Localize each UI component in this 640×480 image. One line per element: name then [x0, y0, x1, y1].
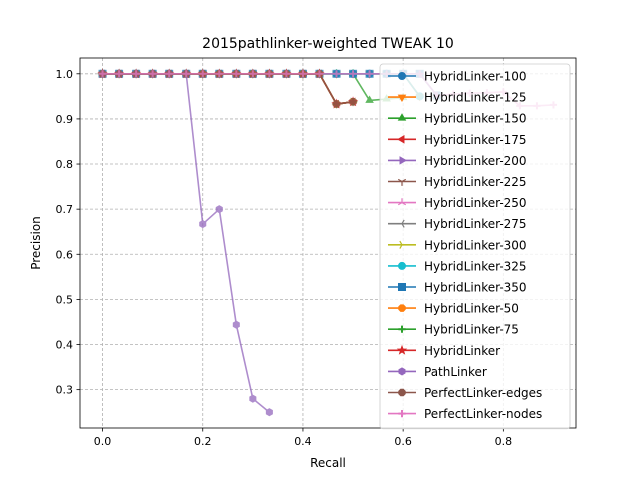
data-point-hybridlinker-150: [365, 95, 374, 103]
legend-label: HybridLinker-325: [424, 259, 527, 273]
x-axis-label: Recall: [310, 456, 346, 470]
legend-label: HybridLinker-300: [424, 238, 527, 252]
data-point-perfectlinker-nodes: [299, 70, 307, 78]
legend-label: HybridLinker-100: [424, 70, 527, 84]
legend-label: HybridLinker-350: [424, 281, 527, 295]
x-tick-label: 0.6: [394, 435, 412, 448]
axes-frame: [79, 57, 577, 429]
y-tick-label: 0.3: [56, 384, 74, 397]
legend-label: PerfectLinker-nodes: [424, 407, 542, 421]
legend-swatch-marker: [397, 261, 406, 270]
data-point-perfectlinker-nodes: [349, 70, 357, 78]
legend-swatch-marker: [398, 304, 406, 312]
data-point-perfectlinker-nodes: [199, 70, 207, 78]
data-point-perfectlinker-nodes: [265, 70, 273, 78]
legend-label: HybridLinker-225: [424, 175, 527, 189]
y-tick-label: 0.5: [56, 293, 74, 306]
x-tick-label: 0.4: [294, 435, 312, 448]
chart-title: 2015pathlinker-weighted TWEAK 10: [202, 36, 454, 52]
legend-label: HybridLinker-150: [424, 112, 527, 126]
legend-label: HybridLinker-50: [424, 302, 519, 316]
data-point-perfectlinker-nodes: [182, 70, 190, 78]
y-tick-label: 0.4: [56, 339, 74, 352]
legend-label: PerfectLinker-edges: [424, 386, 542, 400]
legend-entry: HybridLinker-125: [388, 91, 527, 105]
data-point-perfectlinker-edges: [349, 98, 357, 106]
data-point-pathlinker: [249, 394, 257, 403]
legend-swatch-marker: [397, 113, 407, 121]
data-point-perfectlinker-nodes: [365, 70, 374, 78]
legend-label: PathLinker: [424, 365, 487, 379]
legend-swatch-marker: [398, 388, 406, 397]
data-point-perfectlinker-edges: [332, 100, 341, 108]
y-tick-label: 0.9: [56, 113, 74, 126]
legend-entry: HybridLinker-325: [388, 259, 527, 273]
legend-entry: HybridLinker-75: [388, 323, 519, 337]
legend-entry: HybridLinker-200: [388, 154, 527, 168]
legend-swatch-marker: [398, 410, 406, 418]
data-point-perfectlinker-nodes: [165, 70, 173, 78]
legend-label: HybridLinker-75: [424, 323, 519, 337]
y-tick-label: 0.8: [56, 158, 74, 171]
data-point-perfectlinker-nodes: [98, 70, 107, 78]
legend-label: HybridLinker-200: [424, 154, 527, 168]
series-layer: [97, 68, 558, 417]
legend-swatch-marker: [397, 219, 405, 228]
data-point-pathlinker: [232, 320, 240, 329]
data-point-pathlinker: [215, 205, 223, 214]
legend-entry: PathLinker: [388, 365, 487, 379]
legend-label: HybridLinker-275: [424, 217, 527, 231]
legend-entry: HybridLinker-175: [388, 133, 527, 147]
data-point-perfectlinker-nodes: [132, 70, 140, 78]
data-point-perfectlinker-nodes: [215, 70, 223, 78]
data-point-perfectlinker-nodes: [149, 70, 157, 78]
legend-swatch-marker: [397, 94, 407, 103]
x-tick-label: 0.8: [495, 435, 513, 448]
legend-entry: PerfectLinker-nodes: [388, 407, 542, 421]
legend-entry: PerfectLinker-edges: [388, 386, 542, 400]
legend-entry: HybridLinker-225: [388, 175, 527, 189]
legend-box: [379, 63, 571, 430]
legend-swatch-marker: [397, 282, 406, 291]
legend-entry: HybridLinker-275: [388, 217, 527, 231]
x-tick-label: 0.0: [94, 435, 112, 448]
data-point-pathlinker: [265, 408, 273, 417]
legend-label: HybridLinker: [424, 344, 500, 358]
y-axis-ticks: 0.3 0.4 0.5 0.6 0.7 0.8 0.9 1.0: [56, 68, 80, 397]
legend-label: HybridLinker-125: [424, 91, 527, 105]
legend-entry: HybridLinker-50: [388, 302, 519, 316]
legend-swatch-marker: [399, 156, 407, 165]
data-point-perfectlinker-nodes: [115, 70, 123, 78]
data-point-pathlinker: [199, 219, 207, 229]
y-tick-label: 0.6: [56, 248, 74, 261]
legend-swatch-marker: [398, 325, 406, 333]
x-axis-ticks: 0.0 0.2 0.4 0.6 0.8: [94, 428, 512, 448]
data-point-perfectlinker-nodes: [332, 70, 341, 78]
data-point-perfectlinker-nodes: [249, 70, 257, 78]
legend-swatch-marker: [397, 135, 405, 144]
legend-swatch-marker: [397, 178, 407, 186]
legend-swatch-marker: [398, 367, 406, 376]
legend-label: HybridLinker-250: [424, 196, 527, 210]
legend-entry: HybridLinker-300: [388, 238, 527, 252]
legend-entry: HybridLinker-100: [388, 70, 527, 84]
legend: HybridLinker-100 HybridLinker-125 HybridLi…: [379, 63, 571, 430]
data-point-perfectlinker-nodes: [232, 70, 240, 78]
data-point-perfectlinker-nodes: [315, 70, 324, 78]
legend-entry: HybridLinker: [388, 344, 500, 358]
legend-swatch-marker: [397, 198, 407, 206]
data-point-perfectlinker-nodes: [282, 70, 291, 78]
y-axis-label: Precision: [29, 216, 43, 270]
legend-swatch-marker: [397, 72, 406, 81]
legend-swatch-marker: [399, 240, 407, 249]
y-tick-label: 0.7: [56, 203, 74, 216]
legend-entry: HybridLinker-250: [388, 196, 527, 210]
x-tick-label: 0.2: [194, 435, 212, 448]
legend-entry: HybridLinker-350: [388, 281, 527, 295]
legend-entry: HybridLinker-150: [388, 112, 527, 126]
legend-swatch-marker: [396, 344, 408, 355]
legend-label: HybridLinker-175: [424, 133, 527, 147]
y-tick-label: 1.0: [56, 68, 74, 81]
